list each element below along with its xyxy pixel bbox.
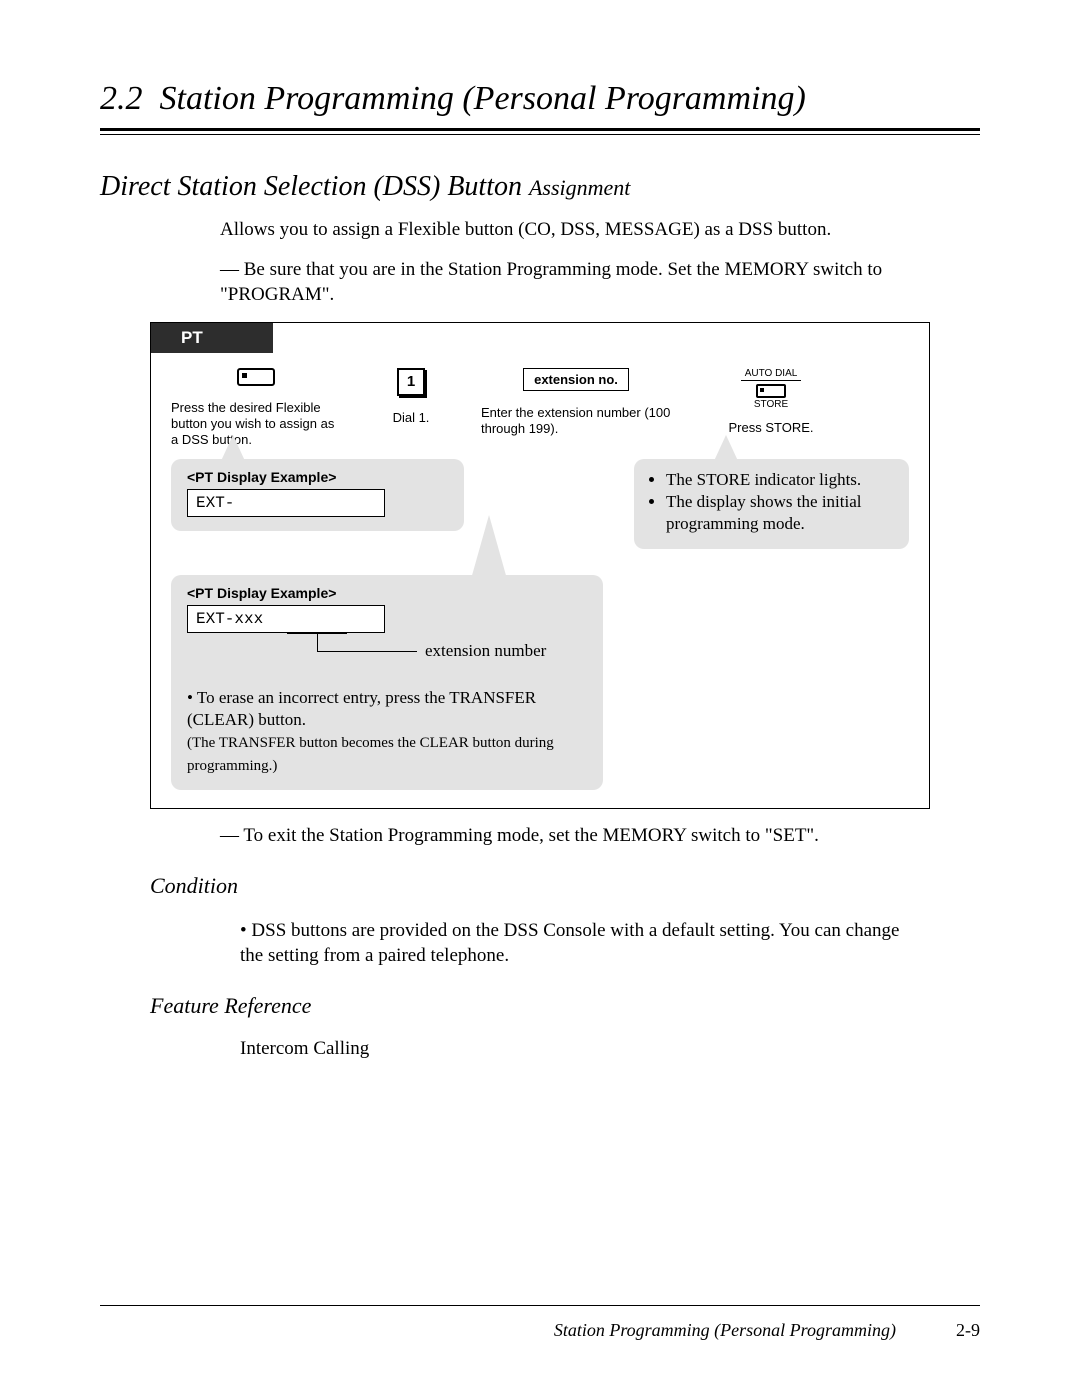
auto-dial-label: AUTO DIAL — [741, 368, 802, 381]
page-footer: Station Programming (Personal Programmin… — [100, 1305, 980, 1341]
callout-2-value: EXT-xxx — [187, 605, 385, 633]
condition-text: DSS buttons are provided on the DSS Cons… — [240, 918, 920, 969]
document-page: 2.2 Station Programming (Personal Progra… — [0, 0, 1080, 1397]
step-3: extension no. Enter the extension number… — [481, 368, 671, 438]
erase-note: • To erase an incorrect entry, press the… — [187, 687, 587, 776]
callout-store-line2: The display shows the initial programmin… — [666, 491, 893, 535]
step-1: Press the desired Flexible button you wi… — [171, 368, 341, 449]
feature-ref-text: Intercom Calling — [240, 1038, 980, 1060]
section-title: 2.2 Station Programming (Personal Progra… — [100, 80, 980, 118]
subsection-title: Direct Station Selection (DSS) Button As… — [100, 171, 980, 203]
store-button-icon: AUTO DIAL STORE — [741, 368, 802, 410]
erase-main: To erase an incorrect entry, press the T… — [187, 688, 536, 729]
condition-heading: Condition — [150, 873, 980, 899]
ext-connector-v — [317, 633, 318, 651]
step-1-label: Press the desired Flexible button you wi… — [171, 400, 341, 449]
callout-store-result: The STORE indicator lights. The display … — [634, 459, 909, 549]
intro-line-2: — Be sure that you are in the Station Pr… — [220, 257, 940, 308]
subsection-title-small: Assignment — [529, 175, 630, 200]
feature-ref-heading: Feature Reference — [150, 993, 980, 1019]
pt-tab: PT — [151, 323, 273, 353]
callout-1-value: EXT- — [187, 489, 385, 517]
subsection-title-main: Direct Station Selection (DSS) Button — [100, 171, 522, 202]
exit-note: — To exit the Station Programming mode, … — [220, 823, 940, 849]
dial-1-icon: 1 — [397, 368, 425, 396]
flexible-button-icon — [237, 368, 275, 386]
store-btn-shape — [756, 384, 786, 398]
section-number: 2.2 — [100, 80, 143, 117]
footer-rule — [100, 1305, 980, 1306]
callout-display-1: <PT Display Example> EXT- — [171, 459, 464, 531]
footer-page-number: 2-9 — [956, 1320, 980, 1341]
step-4-label: Press STORE. — [728, 420, 813, 436]
callout-pointer-3 — [471, 515, 507, 579]
step-2: 1 Dial 1. — [371, 368, 451, 426]
step-2-label: Dial 1. — [393, 410, 430, 426]
callout-display-2: <PT Display Example> EXT-xxx extension n… — [171, 575, 603, 790]
section-title-text: Station Programming (Personal Programmin… — [160, 80, 806, 117]
step-3-label: Enter the extension number (100 through … — [481, 405, 671, 438]
callout-pointer-2 — [714, 435, 738, 461]
extension-no-box: extension no. — [523, 368, 629, 391]
procedure-diagram: PT Press the desired Flexible button you… — [150, 322, 930, 809]
intro-line-1: Allows you to assign a Flexible button (… — [220, 217, 940, 243]
store-label: STORE — [754, 399, 788, 410]
callout-row-2: <PT Display Example> EXT-xxx extension n… — [151, 549, 929, 790]
step-4: AUTO DIAL STORE Press STORE. — [701, 368, 841, 436]
callout-pointer-1 — [221, 435, 245, 461]
callout-1-title: <PT Display Example> — [187, 469, 448, 485]
section-rule — [100, 128, 980, 135]
erase-sub: (The TRANSFER button becomes the CLEAR b… — [187, 735, 554, 774]
ext-number-label: extension number — [425, 641, 546, 661]
callout-row-1: <PT Display Example> EXT- The STORE indi… — [151, 449, 929, 549]
callout-2-title: <PT Display Example> — [187, 585, 587, 601]
callout-store-line1: The STORE indicator lights. — [666, 469, 893, 491]
ext-connector-h — [317, 651, 417, 652]
footer-title: Station Programming (Personal Programmin… — [554, 1320, 896, 1341]
